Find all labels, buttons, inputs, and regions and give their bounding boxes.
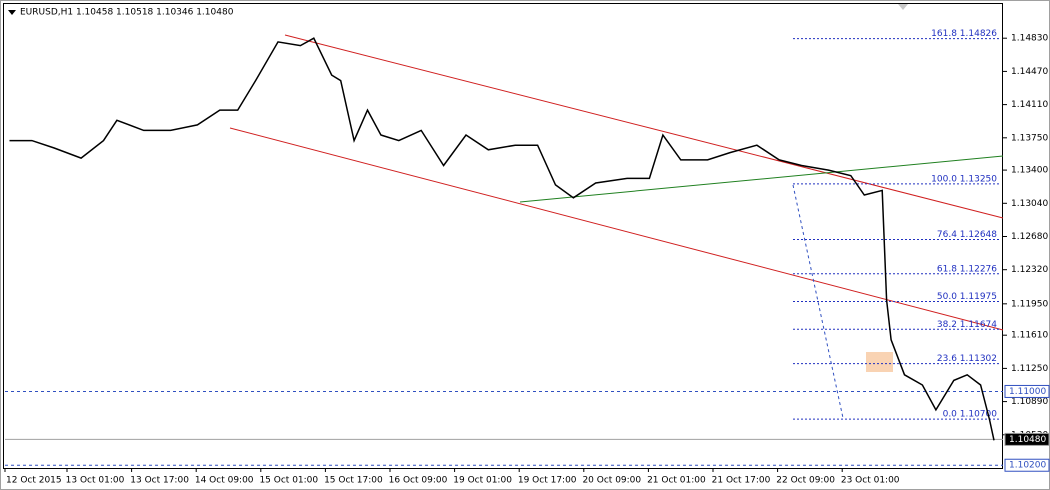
x-tick-label: 16 Oct 09:00 xyxy=(389,476,448,486)
fib-label: 50.0 1.11975 xyxy=(937,292,997,302)
scroll-marker[interactable] xyxy=(898,4,908,10)
fib-label: 61.8 1.12276 xyxy=(937,264,997,274)
fib-label: 38.2 1.11674 xyxy=(937,320,997,330)
price-label: 1.11000 xyxy=(1009,387,1046,397)
y-tick-label: 1.10890 xyxy=(1011,397,1048,407)
price-box xyxy=(1004,384,1050,398)
price-box xyxy=(1004,458,1050,472)
x-tick-label: 22 Oct 09:00 xyxy=(776,476,835,486)
fib-label: 161.8 1.14826 xyxy=(931,29,997,39)
y-tick-label: 1.11950 xyxy=(1011,299,1048,309)
fib-label: 100.0 1.13250 xyxy=(931,174,997,184)
y-tick-label: 1.13040 xyxy=(1011,199,1048,209)
x-tick-label: 14 Oct 09:00 xyxy=(195,476,254,486)
price-label: 1.10200 xyxy=(1009,461,1046,471)
price-line-series xyxy=(9,37,995,441)
x-tick-label: 21 Oct 01:00 xyxy=(647,476,706,486)
x-tick-label: 12 Oct 2015 xyxy=(6,476,62,486)
x-tick-label: 13 Oct 17:00 xyxy=(130,476,189,486)
x-tick-label: 23 Oct 01:00 xyxy=(841,476,900,486)
highlight-box xyxy=(866,352,893,372)
y-tick-label: 1.12320 xyxy=(1011,265,1048,275)
plot-area xyxy=(3,3,1003,469)
y-tick-label: 1.13400 xyxy=(1011,166,1048,176)
channel-lower xyxy=(229,127,1004,331)
x-tick-label: 15 Oct 01:00 xyxy=(259,476,318,486)
channel-upper xyxy=(284,34,1004,219)
x-tick-label: 20 Oct 09:00 xyxy=(582,476,641,486)
chart-title: EURUSD,H1 1.10458 1.10518 1.10346 1.1048… xyxy=(20,8,234,18)
y-tick-label: 1.14110 xyxy=(1011,100,1048,110)
fib-label: 76.4 1.12648 xyxy=(937,230,997,240)
y-tick-label: 1.11610 xyxy=(1011,331,1048,341)
chart-layer: 1.14830 1.14470 1.14110 1.13750 1.13400 1.130… xyxy=(4,29,1050,486)
x-tick-label: 19 Oct 01:00 xyxy=(453,476,512,486)
y-tick-label: 1.14470 xyxy=(1011,67,1048,77)
y-tick-label: 1.14830 xyxy=(1011,34,1048,44)
x-tick-label: 21 Oct 17:00 xyxy=(712,476,771,486)
y-tick-label: 1.13750 xyxy=(1011,133,1048,143)
y-tick-label: 1.11250 xyxy=(1011,364,1048,374)
price-label: 1.10480 xyxy=(1009,435,1046,445)
x-tick-label: 19 Oct 17:00 xyxy=(518,476,577,486)
symbol-menu[interactable] xyxy=(8,10,16,15)
fib-anchor xyxy=(792,184,844,419)
x-tick-label: 13 Oct 01:00 xyxy=(66,476,125,486)
fib-label: 23.6 1.11302 xyxy=(937,354,997,364)
fib-label: 0.0 1.10700 xyxy=(943,410,998,420)
trend-line xyxy=(519,155,1004,203)
x-tick-label: 15 Oct 17:00 xyxy=(324,476,383,486)
price-box xyxy=(1004,432,1050,446)
y-tick-label: 1.12680 xyxy=(1011,232,1048,242)
